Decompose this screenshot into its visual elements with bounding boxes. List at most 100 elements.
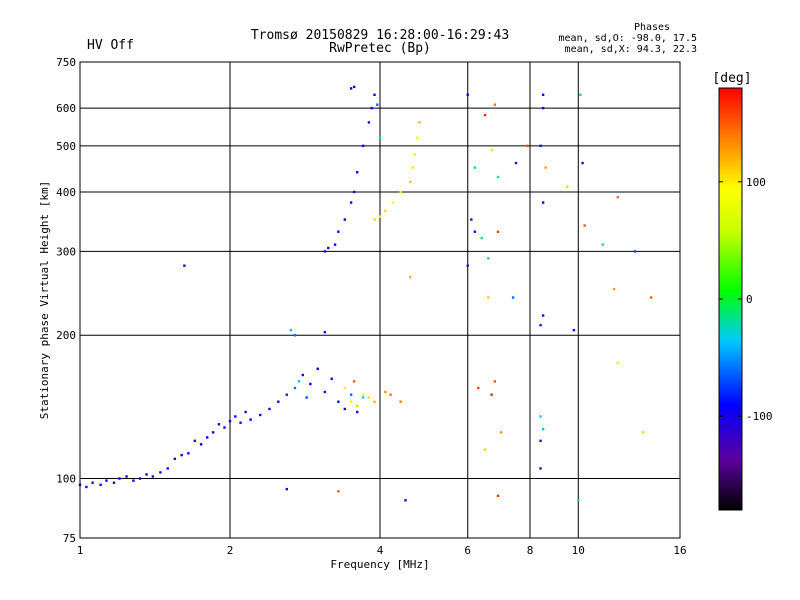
data-point (316, 367, 319, 371)
data-point (323, 330, 327, 334)
data-point (373, 218, 376, 221)
data-point (541, 314, 545, 317)
data-point (193, 439, 197, 443)
data-point (293, 386, 297, 390)
data-point (361, 144, 365, 148)
x-tick-label: 4 (377, 544, 384, 557)
data-point (105, 479, 108, 482)
data-point (399, 400, 402, 403)
y-tick-label: 400 (56, 186, 76, 199)
data-point (579, 93, 582, 96)
data-point (268, 407, 271, 411)
data-point (493, 103, 497, 106)
data-points (78, 85, 653, 502)
x-axis-label: Frequency [MHz] (330, 558, 429, 571)
data-point (205, 436, 209, 439)
data-point (415, 136, 419, 139)
data-point (349, 400, 353, 403)
data-point (539, 439, 542, 443)
data-point (616, 195, 619, 199)
data-point (480, 236, 483, 240)
data-point (259, 413, 262, 417)
data-point (151, 475, 155, 478)
data-point (293, 334, 297, 337)
data-point (352, 85, 356, 89)
data-point (601, 243, 605, 246)
data-point (91, 481, 94, 484)
data-point (361, 396, 365, 399)
colorbar-label: [deg] (712, 71, 751, 86)
data-point (367, 121, 371, 124)
data-point (333, 243, 337, 246)
data-point (633, 250, 637, 253)
data-point (413, 153, 417, 156)
chart-subtitle: RwPretec (Bp) (329, 41, 431, 56)
data-point (411, 166, 414, 169)
data-point (223, 426, 226, 429)
colorbar-tick-label: 100 (746, 176, 766, 189)
data-point (118, 477, 121, 480)
data-point (355, 171, 359, 174)
data-point (112, 481, 116, 484)
data-point (487, 296, 490, 299)
x-tick-label: 2 (227, 544, 234, 557)
data-point (490, 393, 493, 396)
data-point (541, 106, 545, 110)
data-point (409, 180, 412, 184)
data-point (477, 386, 480, 390)
data-point (612, 287, 616, 291)
x-tick-label: 10 (572, 544, 585, 557)
data-point (285, 393, 288, 396)
data-point (378, 215, 382, 218)
colorbar-tick-label: 0 (746, 293, 753, 306)
data-point (483, 448, 487, 451)
data-point (473, 166, 477, 169)
data-point (539, 415, 542, 418)
data-point (330, 377, 333, 380)
data-point (649, 296, 653, 299)
data-point (526, 144, 529, 148)
data-point (99, 483, 102, 487)
data-point (399, 190, 402, 194)
data-point (323, 250, 327, 253)
data-point (511, 296, 515, 299)
data-point (616, 361, 619, 365)
data-point (581, 161, 584, 165)
data-point (373, 93, 376, 96)
y-tick-label: 600 (56, 102, 76, 115)
data-point (539, 323, 542, 327)
data-point (285, 487, 288, 491)
data-point (473, 230, 477, 233)
x-tick-label: 16 (673, 544, 686, 557)
data-point (249, 418, 252, 421)
y-tick-label: 750 (56, 56, 76, 69)
data-point (487, 257, 490, 260)
data-point (466, 93, 469, 96)
y-tick-label: 100 (56, 473, 76, 486)
x-tick-label: 8 (527, 544, 534, 557)
data-point (572, 328, 576, 332)
data-point (166, 467, 169, 470)
data-point (199, 443, 203, 446)
data-point (490, 148, 493, 152)
data-point (301, 373, 305, 377)
data-point (309, 382, 312, 386)
axis-ticks: 1 2 4 6 8 10 16 75 100 200 300 400 500 600 750 (56, 56, 687, 557)
data-point (541, 427, 545, 431)
data-point (541, 93, 545, 96)
data-point (327, 246, 330, 250)
data-point (376, 103, 379, 106)
data-point (496, 494, 500, 497)
hv-status-label: HV Off (87, 38, 134, 53)
data-point (337, 400, 340, 403)
data-point (239, 421, 242, 424)
data-point (404, 499, 407, 502)
data-point (378, 136, 382, 139)
data-point (297, 380, 301, 383)
data-point (183, 264, 186, 267)
data-point (544, 166, 547, 169)
data-point (466, 264, 469, 267)
data-point (180, 453, 183, 457)
data-point (337, 490, 340, 493)
